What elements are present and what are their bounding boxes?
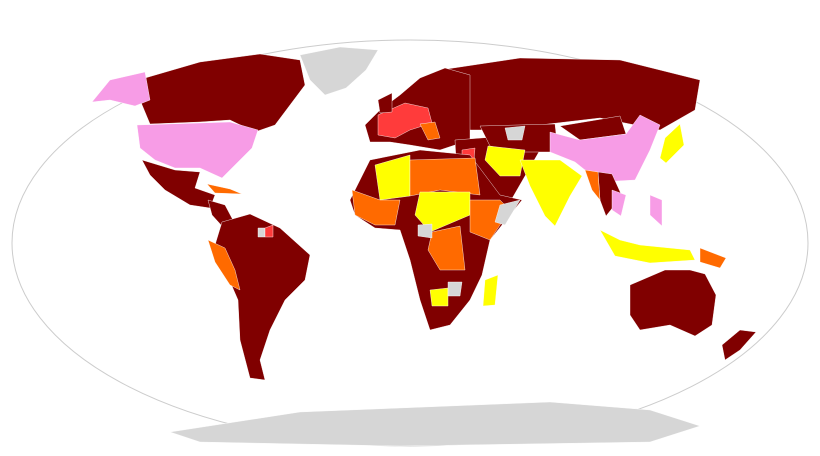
region-zimbabwe-grey — [447, 281, 463, 297]
region-japan — [659, 123, 685, 164]
region-madagascar — [482, 274, 499, 307]
region-australia — [629, 269, 717, 337]
region-usa — [136, 121, 259, 179]
region-philippines — [649, 194, 663, 227]
region-myanmar — [584, 169, 601, 201]
region-canada — [139, 53, 306, 133]
region-papua — [699, 247, 727, 269]
region-china — [549, 114, 661, 183]
region-antarctica — [169, 401, 701, 447]
region-peru — [207, 239, 241, 291]
region-drc — [427, 225, 466, 271]
region-somalia — [494, 199, 521, 226]
region-suriname — [264, 224, 274, 238]
region-guyana — [257, 227, 266, 238]
region-russia — [439, 57, 701, 131]
region-balkans — [419, 121, 441, 141]
region-alaska — [91, 71, 151, 107]
region-new-zealand — [721, 329, 757, 361]
region-iran — [484, 145, 526, 177]
region-caribbean — [206, 183, 243, 195]
region-botswana — [429, 287, 449, 307]
region-chad-sudan — [414, 191, 471, 233]
region-libya-egypt — [409, 157, 481, 197]
region-central-africa-grey — [417, 223, 433, 239]
region-central-asia-grey — [504, 125, 526, 141]
region-west-africa — [351, 189, 401, 226]
region-greenland — [299, 46, 379, 96]
region-india — [519, 159, 583, 227]
region-indonesia — [599, 229, 696, 264]
region-uk — [377, 92, 393, 114]
region-vietnam — [611, 189, 627, 217]
